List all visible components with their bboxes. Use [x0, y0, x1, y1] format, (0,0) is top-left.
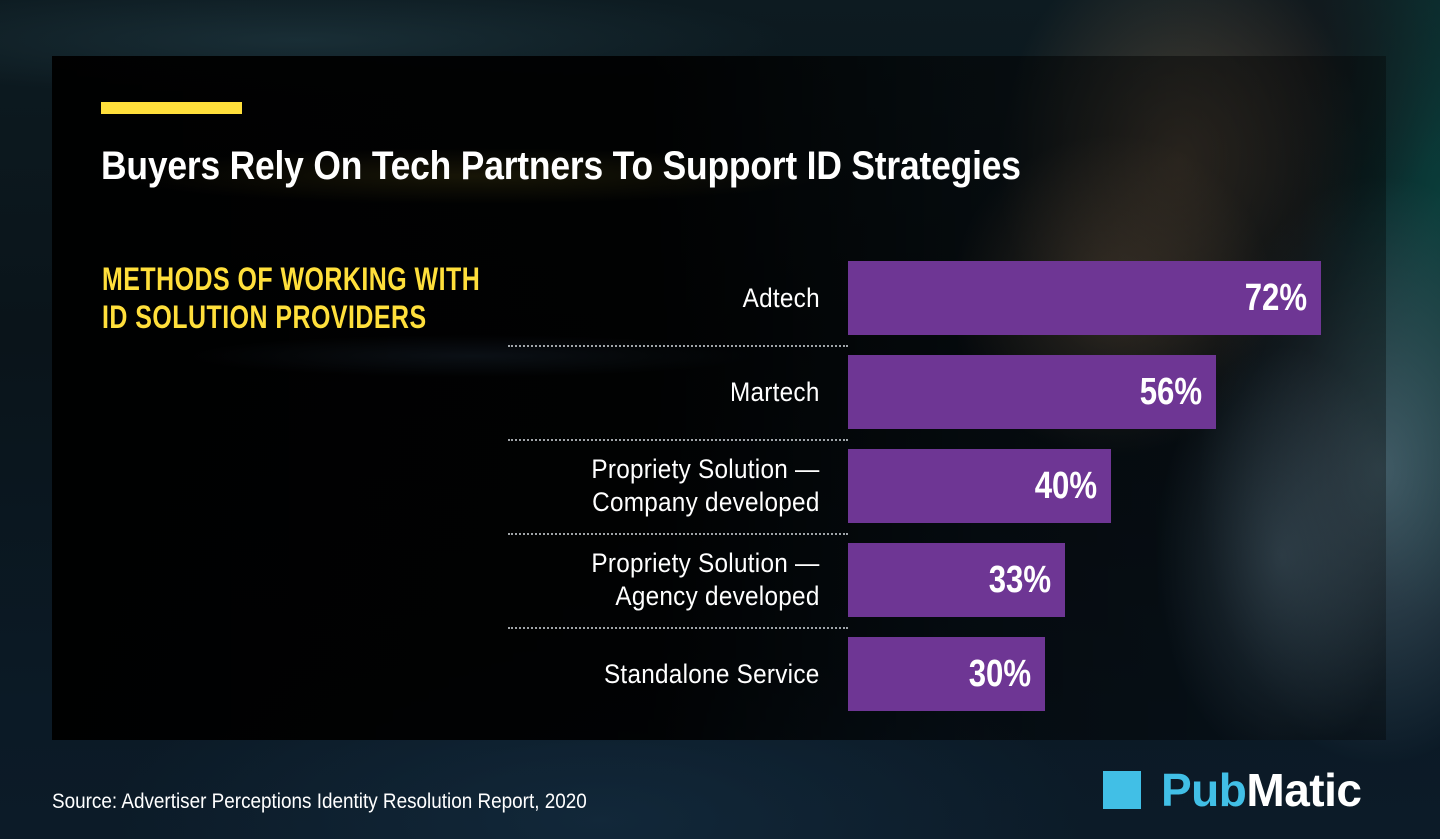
row-divider	[508, 533, 848, 535]
bar-value-label: 33%	[988, 559, 1051, 601]
category-label: Martech	[730, 376, 820, 409]
category-label: Adtech	[743, 282, 820, 315]
category-label-line: Propriety Solution —	[591, 548, 820, 578]
category-label-line: Agency developed	[615, 581, 820, 611]
logo-wordmark: PubMatic	[1161, 767, 1362, 813]
row-divider	[508, 627, 848, 629]
accent-rule	[101, 102, 242, 114]
logo-matic: Matic	[1246, 764, 1362, 816]
chart-title: Buyers Rely On Tech Partners To Support …	[101, 144, 1021, 188]
subtitle-line: ID SOLUTION PROVIDERS	[102, 299, 427, 335]
source-note: Source: Advertiser Perceptions Identity …	[52, 790, 587, 813]
bar-value-label: 56%	[1139, 371, 1202, 413]
bar-value-label: 30%	[968, 653, 1031, 695]
category-label-line: Company developed	[592, 487, 820, 517]
category-label-line: Adtech	[742, 282, 820, 313]
logo-pub: Pub	[1161, 764, 1247, 816]
bar-value-label: 72%	[1244, 277, 1307, 319]
bar: 30%	[848, 637, 1045, 711]
bar: 72%	[848, 261, 1321, 335]
category-label: Propriety Solution — Agency developed	[592, 547, 820, 613]
bar-value-label: 40%	[1034, 465, 1097, 507]
bar: 33%	[848, 543, 1065, 617]
chart-subtitle: METHODS OF WORKING WITH ID SOLUTION PROV…	[102, 260, 480, 336]
category-label-line: Propriety Solution —	[591, 454, 820, 484]
logo-square-icon	[1103, 771, 1141, 809]
category-label-line: Standalone Service	[604, 658, 820, 689]
row-divider	[508, 345, 848, 347]
bar: 40%	[848, 449, 1111, 523]
subtitle-line: METHODS OF WORKING WITH	[102, 261, 481, 297]
row-divider	[508, 439, 848, 441]
category-label-line: Martech	[730, 376, 820, 407]
category-label: Standalone Service	[604, 658, 820, 691]
pubmatic-logo: PubMatic	[1103, 767, 1362, 813]
bar: 56%	[848, 355, 1216, 429]
category-label: Propriety Solution — Company developed	[592, 453, 820, 519]
